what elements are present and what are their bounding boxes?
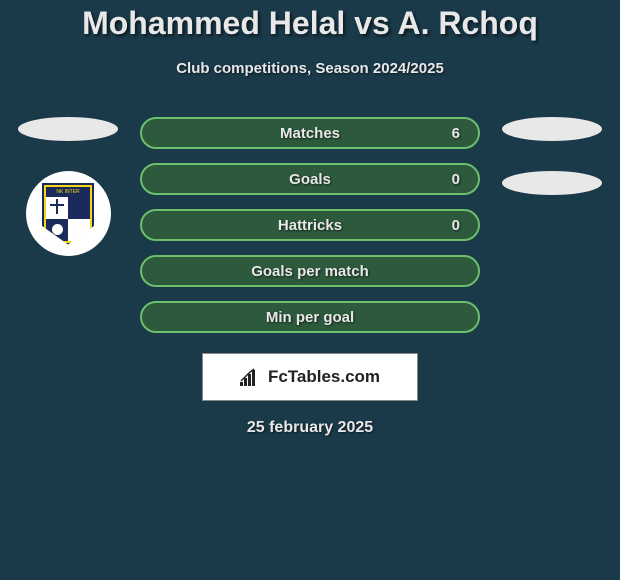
- stat-label: Min per goal: [266, 309, 354, 326]
- stat-row-matches: Matches 6: [140, 117, 480, 149]
- branding-text: FcTables.com: [268, 367, 380, 387]
- stat-label: Goals per match: [251, 263, 369, 280]
- stat-value-right: 6: [452, 125, 460, 142]
- club-shield-icon: NK INTER ZAPRESIC: [42, 183, 94, 245]
- stat-label: Matches: [280, 125, 340, 142]
- date-label: 25 february 2025: [0, 419, 620, 437]
- stats-list: Matches 6 Goals 0 Hattricks 0 Goals per …: [140, 117, 480, 333]
- stat-row-min-per-goal: Min per goal: [140, 301, 480, 333]
- player2-name-placeholder: [502, 117, 602, 141]
- comparison-card: Mohammed Helal vs A. Rchoq Club competit…: [0, 0, 620, 437]
- content-row: NK INTER ZAPRESIC Matches 6 Goa: [0, 117, 620, 333]
- page-title: Mohammed Helal vs A. Rchoq: [0, 5, 620, 42]
- branding-box[interactable]: FcTables.com: [202, 353, 418, 401]
- stat-row-hattricks: Hattricks 0: [140, 209, 480, 241]
- player2-club-placeholder: [502, 171, 602, 195]
- stat-label: Goals: [289, 171, 331, 188]
- player1-club-badge: NK INTER ZAPRESIC: [26, 171, 111, 256]
- right-player-column: [502, 117, 602, 195]
- subtitle: Club competitions, Season 2024/2025: [0, 60, 620, 77]
- stat-label: Hattricks: [278, 217, 342, 234]
- left-player-column: NK INTER ZAPRESIC: [18, 117, 118, 256]
- fctables-logo-icon: [240, 368, 262, 386]
- stat-row-goals-per-match: Goals per match: [140, 255, 480, 287]
- stat-value-right: 0: [452, 171, 460, 188]
- stat-value-right: 0: [452, 217, 460, 234]
- stat-row-goals: Goals 0: [140, 163, 480, 195]
- player1-name-placeholder: [18, 117, 118, 141]
